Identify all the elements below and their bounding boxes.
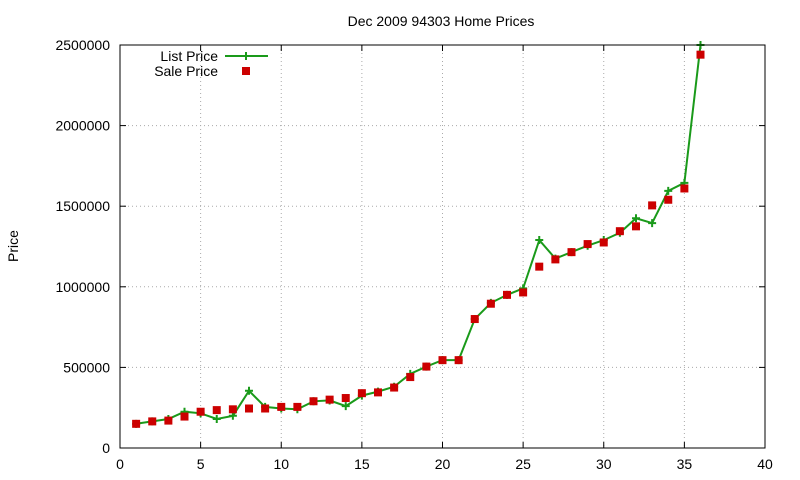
legend-plus-marker [242, 52, 250, 60]
sale-price-point [599, 238, 608, 247]
sale-price-point [696, 50, 705, 59]
x-tick-label: 0 [116, 456, 124, 472]
sale-price-point [309, 397, 318, 406]
x-tick-label: 5 [197, 456, 205, 472]
x-tick-label: 15 [354, 456, 370, 472]
sale-price-point [390, 383, 399, 392]
list-price-point [648, 219, 657, 228]
x-tick-label: 25 [515, 456, 531, 472]
legend-label: Sale Price [154, 63, 218, 79]
y-axis-label: Price [5, 230, 21, 262]
sale-price-point [180, 412, 189, 421]
legend-swatch-line [225, 52, 268, 60]
sale-price-point [503, 290, 511, 299]
x-tick-label: 35 [677, 456, 693, 472]
sale-price-point [680, 184, 689, 193]
sale-price-point [164, 416, 173, 425]
x-tick-label: 20 [435, 456, 451, 472]
legend-square-marker [242, 67, 250, 75]
sale-price-point [438, 356, 447, 365]
legend-entry-list-price: List Price [160, 48, 268, 64]
sale-price-point [454, 356, 463, 365]
list-price-point [664, 186, 673, 195]
sale-price-point [583, 240, 592, 249]
sale-price-point [357, 389, 366, 398]
x-tick-label: 10 [273, 456, 289, 472]
sale-price-point [277, 402, 286, 411]
sale-price-point [551, 255, 560, 264]
sale-price-point [228, 405, 237, 414]
plot-frame [119, 44, 766, 449]
x-tick-label: 40 [757, 456, 773, 472]
y-tick-label: 1000000 [55, 279, 110, 295]
axis-ticks: 0 5 10 15 20 25 30 35 40 0 500000 1000000 1500000 200… [55, 37, 773, 472]
legend-entry-sale-price: Sale Price [154, 63, 250, 79]
sale-price-point [519, 288, 528, 297]
y-tick-label: 2000000 [55, 118, 110, 134]
x-tick-label: 30 [596, 456, 612, 472]
y-tick-label: 500000 [63, 359, 110, 375]
sale-price-point [325, 395, 334, 404]
sale-price-point [245, 404, 253, 413]
series-sale-price [132, 50, 705, 428]
sale-price-point [632, 222, 640, 231]
list-price-point [632, 214, 640, 223]
sale-price-point [261, 404, 270, 413]
sale-price-point [664, 195, 673, 204]
grid-lines [120, 45, 765, 448]
list-price-point [535, 236, 544, 245]
legend: List Price Sale Price [154, 48, 268, 79]
list-price-point [245, 386, 253, 395]
y-tick-label: 0 [102, 440, 110, 456]
list-price-point [341, 402, 350, 411]
sale-price-point [212, 406, 221, 415]
legend-swatch-square [242, 67, 250, 75]
legend-label: List Price [160, 48, 218, 64]
list-price-point [212, 414, 221, 423]
sale-price-point [567, 248, 576, 257]
sale-price-point [535, 262, 544, 271]
sale-price-point [293, 402, 302, 411]
sale-price-point [148, 417, 157, 426]
sale-price-point [374, 388, 382, 397]
y-tick-label: 1500000 [55, 198, 110, 214]
sale-price-point [406, 373, 415, 382]
y-tick-label: 2500000 [55, 37, 110, 53]
sale-price-point [470, 315, 479, 324]
sale-price-point [615, 227, 624, 236]
sale-price-point [132, 419, 141, 428]
sale-price-point [341, 394, 350, 403]
sale-price-point [422, 362, 431, 371]
sale-price-point [196, 407, 205, 416]
sale-price-point [486, 299, 495, 308]
sale-price-point [648, 201, 657, 210]
chart-title: Dec 2009 94303 Home Prices [348, 13, 535, 29]
